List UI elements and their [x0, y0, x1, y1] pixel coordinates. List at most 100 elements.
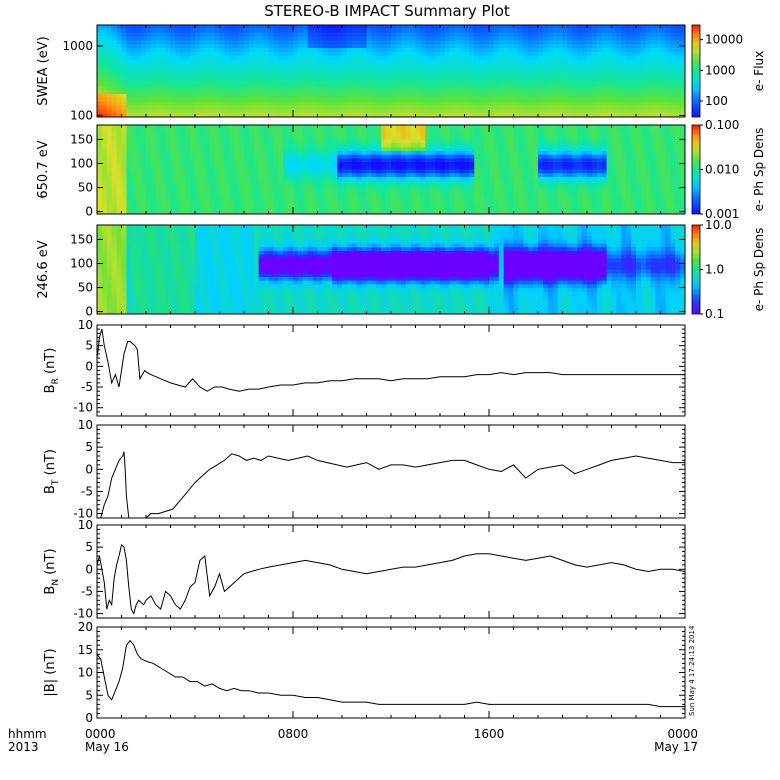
heatmap-cell [626, 90, 632, 95]
heatmap-cell [400, 132, 407, 137]
heatmap-cell [425, 128, 431, 134]
heatmap-cell [190, 90, 196, 95]
heatmap-cell [493, 154, 500, 159]
heatmap-cell [405, 67, 412, 72]
heatmap-cell [131, 105, 137, 110]
heatmap-cell [601, 59, 608, 64]
heatmap-cell [263, 173, 270, 178]
heatmap-cell [351, 188, 358, 193]
heatmap-cell [386, 40, 392, 45]
heatmap-cell [165, 162, 172, 167]
heatmap-cell [224, 206, 230, 211]
heatmap-cell [332, 165, 338, 171]
heatmap-cell [141, 94, 147, 99]
heatmap-cell [234, 199, 240, 204]
heatmap-cell [155, 139, 162, 145]
heatmap-cell [111, 36, 118, 41]
heatmap-cell [155, 44, 162, 49]
heatmap-cell [440, 162, 446, 167]
heatmap-cell [493, 86, 500, 91]
heatmap-cell [248, 180, 255, 185]
heatmap-cell [195, 206, 201, 211]
heatmap-cell [307, 125, 314, 130]
heatmap-cell [670, 86, 676, 91]
heatmap-cell [165, 63, 172, 68]
heatmap-cell [547, 105, 554, 110]
heatmap-cell [356, 139, 363, 145]
heatmap-cell [268, 32, 274, 38]
heatmap-cell [101, 162, 108, 167]
heatmap-cell [136, 74, 142, 80]
heatmap-cell [273, 184, 279, 189]
heatmap-cell [131, 78, 137, 84]
heatmap-cell [268, 176, 274, 182]
heatmap-cell [224, 44, 230, 49]
heatmap-cell [376, 71, 382, 76]
heatmap-cell [312, 173, 319, 178]
heatmap-cell [126, 132, 132, 137]
heatmap-cell [508, 143, 515, 148]
heatmap-cell [224, 188, 230, 193]
heatmap-cell [552, 86, 559, 91]
heatmap-cell [356, 63, 363, 68]
heatmap-cell [190, 147, 196, 152]
heatmap-cell [440, 78, 446, 84]
heatmap-cell [268, 40, 274, 45]
heatmap-cell [435, 125, 441, 130]
heatmap-cell [268, 180, 274, 185]
heatmap-cell [371, 147, 377, 152]
heatmap-cell [322, 202, 328, 208]
heatmap-cell [185, 78, 191, 84]
heatmap-cell [239, 113, 245, 117]
heatmap-cell [204, 143, 211, 148]
heatmap-cell [342, 165, 348, 171]
heatmap-cell [489, 63, 495, 68]
heatmap-cell [175, 78, 181, 84]
heatmap-cell [146, 191, 152, 197]
heatmap-cell [234, 94, 240, 99]
heatmap-cell [180, 82, 186, 87]
heatmap-cell [263, 101, 270, 107]
heatmap-cell [150, 32, 157, 38]
heatmap-cell [141, 67, 147, 72]
heatmap-cell [351, 36, 358, 41]
heatmap-cell [131, 86, 137, 91]
heatmap-cell [195, 184, 201, 189]
heatmap-cell [366, 162, 372, 167]
heatmap-cell [405, 206, 412, 211]
heatmap-cell [337, 180, 343, 185]
heatmap-cell [293, 165, 299, 171]
heatmap-cell [660, 44, 666, 49]
heatmap-cell [332, 128, 338, 134]
heatmap-cell [567, 113, 573, 117]
heatmap-cell [430, 191, 436, 197]
heatmap-cell [405, 210, 412, 214]
heatmap-cell [410, 113, 417, 117]
heatmap-cell [136, 136, 142, 141]
heatmap-cell [386, 90, 392, 95]
heatmap-cell [180, 67, 186, 72]
heatmap-cell [283, 136, 289, 141]
heatmap-swea [97, 25, 685, 117]
heatmap-cell [650, 74, 657, 80]
heatmap-cell [288, 202, 294, 208]
heatmap-cell [523, 48, 529, 53]
heatmap-cell [587, 78, 593, 84]
heatmap-cell [116, 199, 123, 204]
heatmap-cell [253, 132, 260, 137]
heatmap-cell [165, 202, 172, 208]
heatmap-cell [283, 55, 289, 61]
heatmap-cell [302, 94, 309, 99]
heatmap-cell [469, 90, 475, 95]
heatmap-cell [312, 94, 319, 99]
heatmap-cell [611, 44, 617, 49]
heatmap-cell [195, 199, 201, 204]
heatmap-cell [391, 195, 397, 200]
heatmap-cell [346, 40, 353, 45]
heatmap-cell [503, 176, 510, 182]
heatmap-cell [224, 86, 230, 91]
heatmap-cell [645, 86, 652, 91]
heatmap-cell [146, 147, 152, 152]
heatmap-cell [111, 136, 118, 141]
heatmap-cell [293, 113, 299, 117]
